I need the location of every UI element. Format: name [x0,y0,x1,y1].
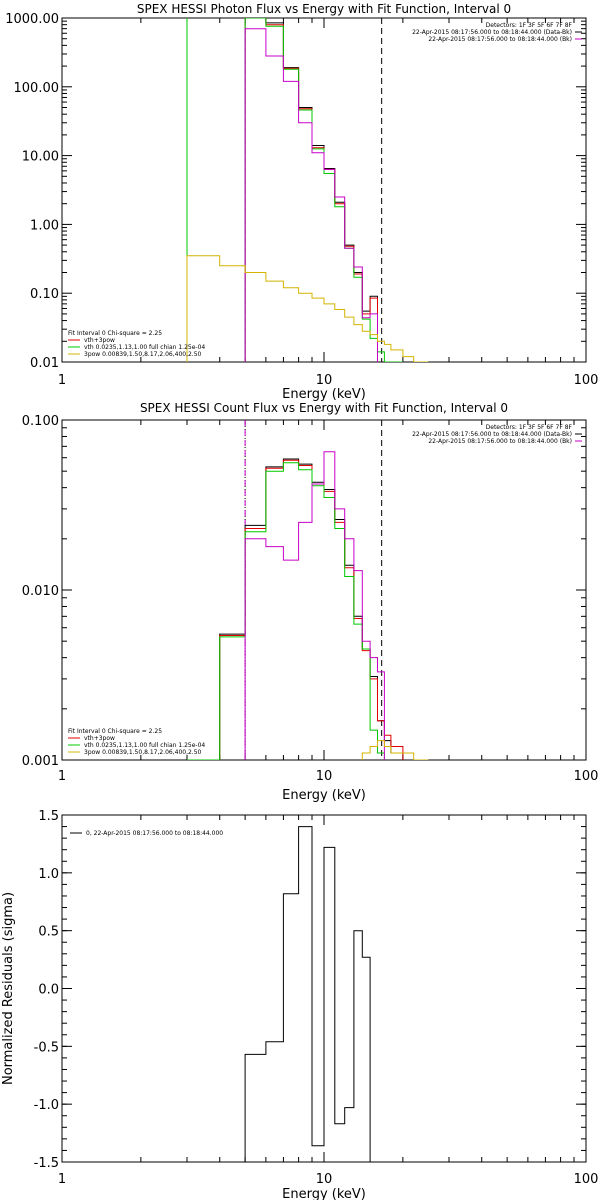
legend-entry: 22-Apr-2015 08:17:56.000 to 08:18:44.000… [428,36,572,43]
legend-entry: Fit Interval 0 Chi-square = 2.25 [68,728,162,735]
series-line-1 [244,18,378,362]
y-axis-label: Normalized Residuals (sigma) [1,892,16,1085]
legend-entry: 3pow 0.00839,1.50,8.17,2.06,400,2.50 [84,351,202,358]
y-tick-label: 0.10 [30,287,59,302]
series-line-5 [361,740,429,760]
series-line-4 [244,451,385,760]
x-tick-label: 100 [574,769,599,784]
series-line-1 [219,458,404,760]
legend-entry: 3pow 0.00839,1.50,8.17,2.06,400,2.50 [84,749,202,756]
series-line-2 [244,18,378,362]
y-tick-label: 1.0 [38,867,59,882]
legend-entry: 22-Apr-2015 08:17:56.000 to 08:18:44.000… [412,29,572,36]
chart-panel-2: SPEX HESSI Count Flux vs Energy with Fit… [22,401,599,803]
y-tick-label: 0.5 [38,925,59,940]
series-line-3 [244,18,403,362]
legend-entry: vth 0.0235,1.13,1.00 full chian 1.25e-04 [84,344,205,351]
x-tick-label: 10 [316,769,333,784]
series-line-5 [186,255,429,362]
y-tick-label: 1.5 [38,809,59,824]
y-tick-label: 1.00 [30,218,59,233]
x-tick-label: 1 [58,373,66,388]
chart-panel-1: SPEX HESSI Photon Flux vs Energy with Fi… [5,2,598,402]
series-line-2 [219,459,404,760]
y-tick-label: -0.5 [34,1040,59,1055]
chart-panel-3: 1 10 100 1.5 1.0 0.5 0.0 -0.5 -1.0 -1.5 Energy (ke… [1,809,598,1200]
legend-entry: Detectors: 1F 3F 5F 6F 7F 8F [486,22,573,29]
chart-title: SPEX HESSI Count Flux vs Energy with Fit… [140,401,508,415]
y-tick-label: 0.01 [30,356,59,371]
x-tick-label: 100 [574,373,599,388]
series-line-4 [244,28,378,362]
x-tick-label: 1 [58,769,66,784]
legend-entry: 22-Apr-2015 08:17:56.000 to 08:18:44.000… [412,431,572,438]
legend-entry: Detectors: 1F 3F 5F 6F 7F 8F [486,424,573,431]
series-line-1 [244,826,371,1162]
y-tick-label: 0.001 [22,754,59,769]
x-axis-label: Energy (keV) [282,788,366,803]
legend-entry: vth 0.0235,1.13,1.00 full chian 1.25e-04 [84,742,205,749]
plot-area [244,826,371,1162]
series-line-3 [187,462,385,760]
plot-area [186,18,429,362]
y-tick-label: 0.010 [22,584,59,599]
plot-frame [61,17,587,363]
plot-area [187,420,429,760]
x-tick-label: 10 [316,1172,333,1187]
y-tick-label: 1000.00 [5,12,59,27]
legend-entry: vth+3pow [84,735,115,742]
y-tick-label: -1.0 [34,1098,59,1113]
y-tick-label: 100.00 [14,81,60,96]
x-tick-label: 1 [58,1172,66,1187]
y-tick-label: -1.5 [34,1156,59,1171]
x-axis-label: Energy (keV) [282,387,366,402]
y-tick-label: 0.0 [38,983,59,998]
legend-entry: Fit Interval 0 Chi-square = 2.25 [68,330,162,337]
legend-entry: 0, 22-Apr-2015 08:17:56.000 to 08:18:44.… [86,830,223,837]
y-tick-label: 10.00 [22,150,59,165]
x-tick-label: 10 [316,373,333,388]
legend-entry: vth+3pow [84,337,115,344]
x-axis-label: Energy (keV) [282,1187,366,1200]
legend-entry: 22-Apr-2015 08:17:56.000 to 08:18:44.000… [428,438,572,445]
y-tick-label: 0.100 [22,414,59,429]
chart-title: SPEX HESSI Photon Flux vs Energy with Fi… [137,2,511,16]
x-tick-label: 100 [574,1172,599,1187]
